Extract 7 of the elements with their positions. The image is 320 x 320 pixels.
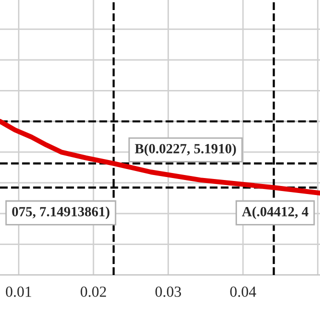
- x-tick-label: 0.03: [155, 286, 181, 297]
- annotation: 075, 7.14913861): [12, 206, 110, 220]
- x-tick-label: 0.01: [6, 286, 32, 297]
- annotation: B(0.0227, 5.1910): [134, 144, 236, 156]
- x-tick-label: 0.04: [230, 286, 256, 297]
- annotation: A(.04412, 4: [242, 206, 308, 220]
- x-tick-label: 0.02: [80, 286, 106, 297]
